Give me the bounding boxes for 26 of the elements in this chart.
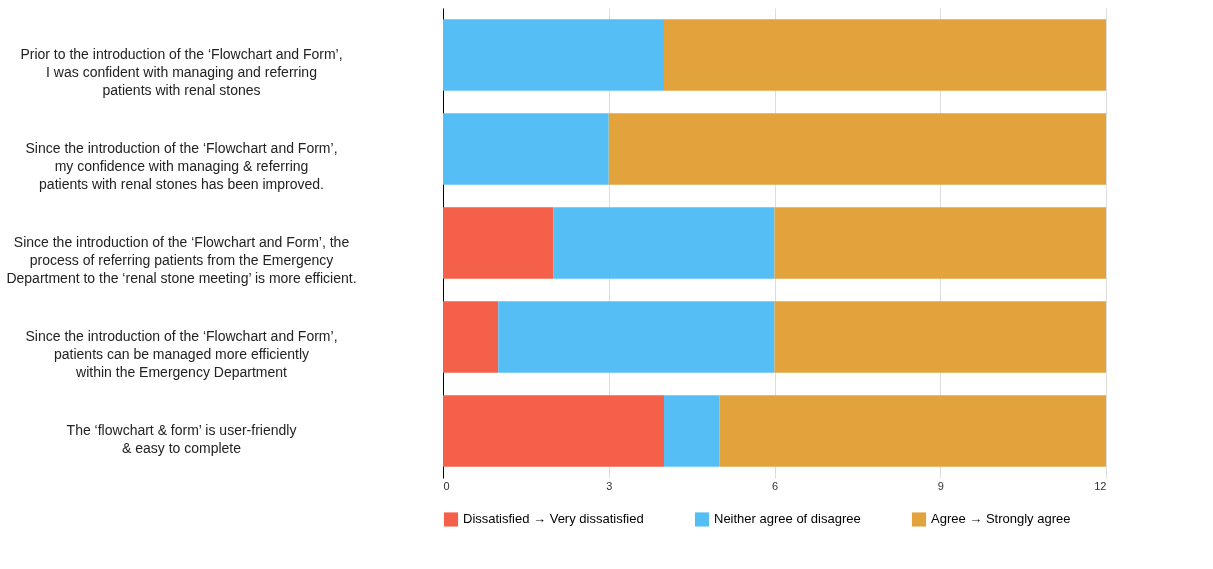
y-tick-label: Since the introduction of the ‘Flowchart and Form’, patients can be managed more efficiently within the Emergency Department [25,328,338,380]
legend-label: Agree → Strongly agree [931,511,1071,527]
bar [443,395,664,467]
x-tick-label: 9 [937,479,944,492]
bar [443,19,664,91]
bar [443,207,554,279]
bar [774,207,1106,279]
y-tick-label: Since the introduction of the ‘Flowchart and Form’, the process of referring patients from the Emergency Department to the ‘renal stone meeting’ is more efficient. [6,234,357,286]
y-tick-label: Since the introduction of the ‘Flowchart and Form’, my confidence with managing & referring patients with renal stones has been improved. [25,140,338,192]
y-tick-label: The ‘flowchart & form’ is user-friendly & easy to complete [66,422,297,456]
bar [553,207,775,279]
x-tick-label: 0 [443,479,450,492]
bar [608,113,1106,185]
bar [774,301,1106,373]
x-tick-label: 6 [771,479,779,492]
bar [664,395,720,467]
legend-label: Neither agree of disagree [714,511,861,527]
x-tick-label: 3 [606,479,613,492]
bar [719,395,1106,467]
bar [443,301,499,373]
bar [498,301,775,373]
legend-label: Dissatisfied → Very dissatisfied [463,511,644,527]
x-tick-label: 12 [1094,479,1107,492]
y-tick-label: Prior to the introduction of the ‘Flowchart and Form’, I was confident with managing and referring patients with renal stones [20,46,343,98]
bar [664,19,1106,91]
bar [443,113,609,185]
